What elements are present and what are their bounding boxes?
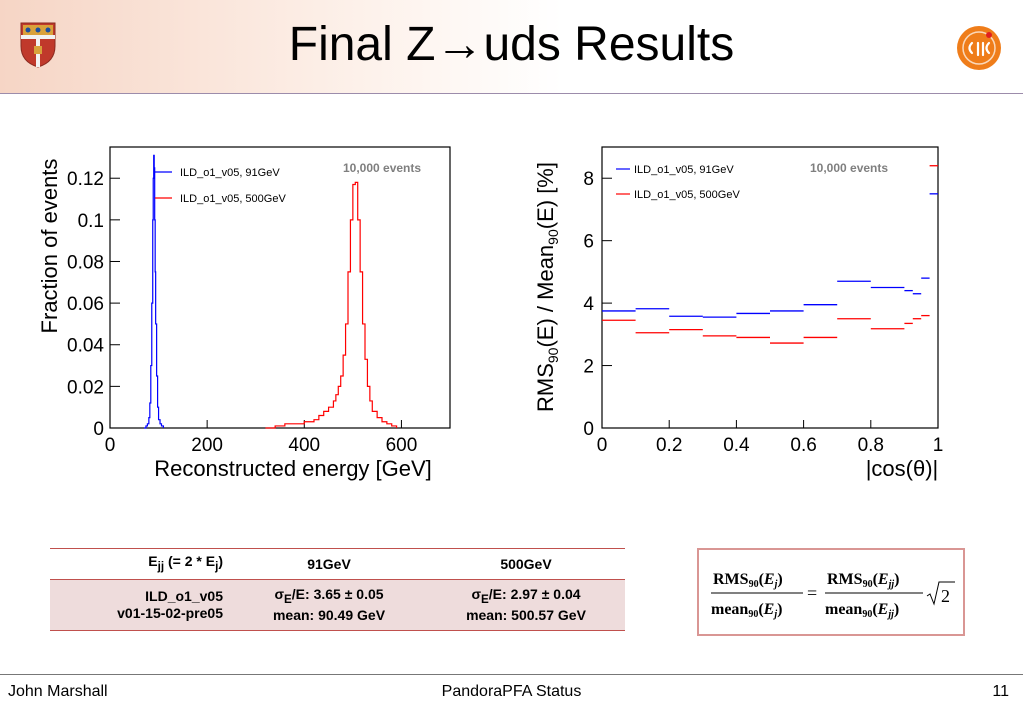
formula-sqrt-value: 2 (941, 586, 950, 606)
y-tick-label: 0.1 (78, 211, 104, 232)
x-tick-label: 1 (933, 435, 944, 456)
results-table: Ejj (= 2 * Ej) 91GeV 500GeV ILD_o1_v05 v0… (50, 548, 625, 631)
resolution-formula: RMS90(Ej) mean90(Ej) = RMS90(Ejj) mean90… (711, 571, 955, 620)
formula-left-numerator: RMS90(Ej) (713, 571, 783, 590)
y-tick-label: 6 (583, 232, 594, 253)
header-energy-label: Ejj (= 2 * Ej) (50, 548, 231, 580)
footer-page-number: 11 (992, 683, 1009, 700)
y-axis-label: Fraction of events (37, 159, 62, 334)
header-91gev: 91GeV (231, 548, 427, 580)
y-tick-label: 8 (583, 169, 594, 190)
x-tick-label: 400 (288, 435, 320, 456)
legend-label-91-right: ILD_o1_v05, 91GeV (634, 164, 734, 176)
formula-left-denominator: mean90(Ej) (711, 601, 782, 620)
header-500gev: 500GeV (427, 548, 625, 580)
resolution-chart-series (602, 165, 938, 344)
series-line-1 (265, 181, 398, 429)
energy-chart-frame (109, 146, 451, 429)
x-axis-label-right: |cos(θ)| (866, 456, 939, 481)
energy-chart-ticks: 0 200 400 600 0 0.02 0.04 0.06 0.08 0.1 0.12 (67, 169, 417, 456)
x-tick-label: 0.6 (790, 435, 816, 456)
x-tick-label: 0.2 (656, 435, 682, 456)
x-tick-label: 0 (597, 435, 608, 456)
legend-label-500: ILD_o1_v05, 500GeV (180, 193, 286, 205)
table-header-row: Ejj (= 2 * Ej) 91GeV 500GeV (50, 548, 625, 580)
legend-label-91: ILD_o1_v05, 91GeV (180, 167, 280, 179)
y-tick-label: 0.08 (67, 252, 104, 273)
formula-right-numerator: RMS90(Ejj) (827, 571, 899, 590)
y-axis-label-right: RMS90(E) / Mean90(E) [%] (533, 162, 561, 412)
events-annotation: 10,000 events (343, 161, 421, 175)
footer-title: PandoraPFA Status (441, 683, 582, 700)
y-tick-label: 4 (583, 294, 594, 315)
x-tick-label: 0 (105, 435, 116, 456)
table-row: ILD_o1_v05 v01-15-02-pre05 σE/E: 3.65 ± 0… (50, 579, 625, 631)
y-tick-label: 0.12 (67, 169, 104, 190)
slide-header: Final Z→uds Results (0, 0, 1023, 94)
x-axis-label: Reconstructed energy [GeV] (154, 456, 432, 481)
series-line-0 (144, 154, 165, 429)
page-title: Final Z→uds Results (288, 18, 735, 71)
formula-right-denominator: mean90(Ejj) (825, 601, 899, 620)
x-tick-label: 600 (386, 435, 418, 456)
events-annotation-right: 10,000 events (810, 161, 888, 175)
footer-author: John Marshall (8, 683, 108, 700)
resolution-formula-box: RMS90(Ej) mean90(Ej) = RMS90(Ejj) mean90… (697, 548, 965, 636)
energy-chart: 0 200 400 600 0 0.02 0.04 0.06 0.08 0.1 0.12 ILD_o… (37, 146, 451, 481)
sqrt-icon (926, 581, 955, 606)
legend-label-500-right: ILD_o1_v05, 500GeV (634, 189, 740, 201)
row-detector-name: ILD_o1_v05 v01-15-02-pre05 (50, 579, 231, 631)
y-tick-label: 0.04 (67, 336, 104, 357)
y-tick-label: 0 (583, 419, 594, 440)
slide-footer: John Marshall PandoraPFA Status 11 (0, 674, 1023, 709)
x-tick-label: 200 (191, 435, 223, 456)
clic-logo-icon (957, 26, 1001, 70)
y-tick-label: 0.02 (67, 377, 104, 398)
university-crest-icon (20, 22, 56, 68)
row-91gev-values: σE/E: 3.65 ± 0.05 mean: 90.49 GeV (231, 579, 427, 631)
x-tick-label: 0.8 (858, 435, 884, 456)
resolution-chart-ticks: 0 0.2 0.4 0.6 0.8 1 0 2 4 6 8 (583, 169, 943, 456)
x-tick-label: 0.4 (723, 435, 750, 456)
y-tick-label: 0.06 (67, 294, 104, 315)
energy-chart-series (144, 154, 398, 429)
y-tick-label: 0 (93, 419, 104, 440)
resolution-chart-frame (601, 146, 939, 429)
formula-equals: = (807, 583, 817, 603)
y-tick-label: 2 (583, 357, 594, 378)
resolution-chart: 0 0.2 0.4 0.6 0.8 1 0 2 4 6 8 ILD_o1_v05, 91GeV IL… (533, 146, 943, 481)
row-500gev-values: σE/E: 2.97 ± 0.04 mean: 500.57 GeV (427, 579, 625, 631)
